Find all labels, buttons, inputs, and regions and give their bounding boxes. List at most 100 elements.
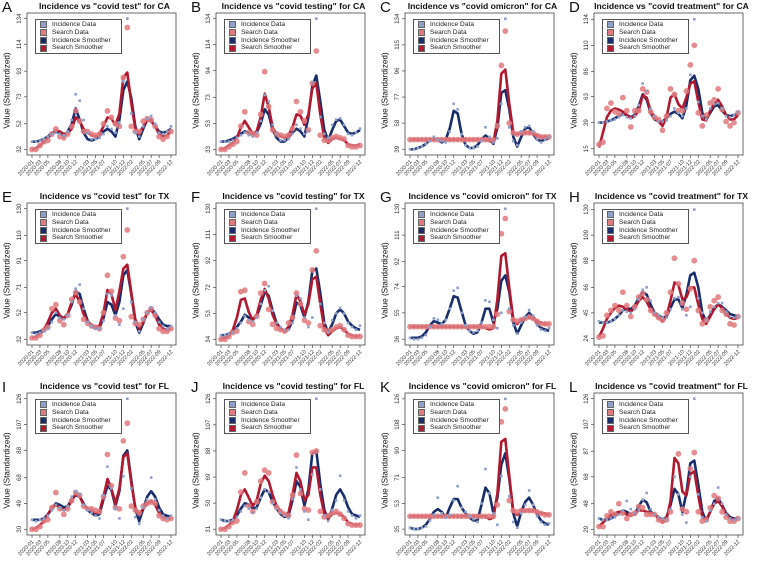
incidence-data-point [58,506,62,509]
chart-panel-k: K Incidence vs "covid omicron" for FL Va… [378,379,567,568]
legend-swatch [418,29,425,37]
incidence-data-point [318,115,322,119]
search-data-point [498,62,505,69]
legend-item-search-smoother: Search Smoother [418,44,496,52]
legend-swatch [418,21,425,29]
y-tick-label: 71 [394,474,401,481]
incidence-data-point [94,137,97,141]
legend-label: Incidence Smoother [241,36,300,44]
legend-label: Search Data [241,218,278,226]
plot-area: 365574921111302020-012020-032020-052020-… [394,202,555,367]
chart-panel-h: H Incidence vs "covid treatment" for TX … [567,189,756,378]
incidence-data-point [318,488,322,491]
legend-item-search-smoother: Search Smoother [40,424,118,432]
plot-frame [404,202,555,346]
incidence-data-point [311,473,314,476]
legend-item-incidence-data: Incidence Data [418,21,496,29]
incidence-data-point [504,207,507,211]
incidence-data-point [464,510,467,514]
incidence-data-point [34,140,38,144]
search-data-point [454,323,461,330]
incidence-data-point [641,82,644,85]
legend-item-incidence-smoother: Incidence Smoother [418,37,496,45]
incidence-data-point [338,474,342,477]
search-data-point [289,492,296,498]
search-data-point [237,489,244,496]
incidence-data-point [527,124,531,128]
incidence-data-point [724,513,728,516]
search-data-point [289,314,296,321]
incidence-data-point [488,492,491,495]
legend-swatch [418,401,425,409]
incidence-data-point [412,147,416,151]
incidence-data-point [255,131,259,134]
search-data-point [719,508,726,515]
incidence-data-point [460,311,463,315]
legend-swatch [40,416,47,424]
incidence-data-point [243,504,247,508]
y-tick-label: 134 [583,14,590,25]
search-data-point [218,336,224,343]
incidence-data-point [515,332,519,335]
search-data-point [458,513,465,520]
incidence-data-point [547,326,551,330]
incidence-data-point [330,123,334,127]
search-data-point [407,136,413,143]
legend-label: Search Data [241,28,278,36]
incidence-data-point [295,466,298,469]
search-data-point [667,85,674,92]
y-tick-label: 115 [394,39,401,49]
incidence-data-point [424,333,428,337]
search-data-point [136,510,143,516]
incidence-data-point [114,507,117,511]
search-data-point [249,508,256,515]
incidence-data-point [412,527,416,531]
plot-area: 325273931141342020-012020-032020-052020-… [16,12,177,177]
search-data-point [257,290,264,296]
incidence-data-point [275,321,278,325]
legend-item-search-smoother: Search Smoother [607,424,685,432]
search-data-point [687,285,694,292]
incidence-data-point [287,516,290,520]
search-data-point [430,513,437,520]
search-data-point [313,48,320,54]
search-data-point [128,503,135,510]
incidence-data-point [38,518,42,522]
legend-label: Incidence Data [430,401,474,408]
panel-letter: A [2,0,13,16]
incidence-data-point [239,510,243,513]
y-tick-label: 130 [394,203,401,214]
incidence-data-point [227,519,231,523]
legend-swatch [229,234,236,242]
incidence-data-point [287,137,290,141]
y-tick-label: 66 [583,283,590,290]
search-data-point [522,507,529,514]
incidence-data-point [645,89,648,93]
search-data-point [76,492,83,499]
search-data-point [152,500,159,507]
incidence-data-point [633,511,637,515]
incidence-data-point [468,514,471,518]
legend-swatch [607,36,614,44]
incidence-data-point [118,121,121,124]
legend-swatch [40,409,47,417]
legend-swatch [40,29,47,37]
legend-swatch [40,234,47,242]
incidence-data-point [122,80,125,83]
search-data-point [269,127,276,133]
search-data-point [160,328,166,335]
incidence-data-point [126,207,129,210]
search-data-point [715,85,722,92]
incidence-data-point [444,141,448,144]
panel-title: Incidence vs "covid test" for TX [39,191,170,201]
incidence-data-point [110,294,113,297]
search-data-point [446,136,453,143]
search-data-point [494,122,501,129]
incidence-data-point [358,324,362,327]
search-data-point [357,522,363,529]
incidence-data-point [424,524,428,528]
incidence-data-point [78,99,81,102]
search-data-point [600,139,606,146]
search-data-point [659,317,666,324]
search-data-point [60,134,67,141]
